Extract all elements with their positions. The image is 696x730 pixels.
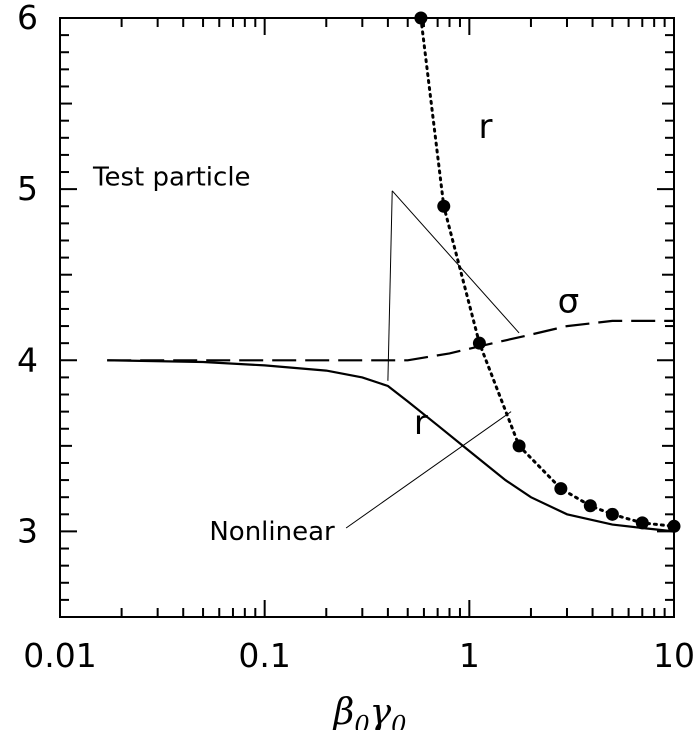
data-point xyxy=(667,519,681,533)
x-tick-label: 0.1 xyxy=(238,636,290,675)
axis-ticks xyxy=(59,17,675,618)
y-tick-label: 4 xyxy=(17,340,38,379)
series-test-particle-r xyxy=(419,16,676,528)
x-tick-label: 0.01 xyxy=(23,636,96,675)
y-tick-label: 5 xyxy=(17,169,38,208)
y-tick-label: 6 xyxy=(17,0,38,37)
curve-label: r xyxy=(479,107,493,147)
annotation-pointer xyxy=(345,411,512,529)
x-tick-label: 1 xyxy=(459,636,480,675)
x-tick-label: 10 xyxy=(653,636,695,675)
annotation-label: Nonlinear xyxy=(209,517,335,547)
x-axis-title: β0γ0 xyxy=(332,692,407,730)
curve-label: σ xyxy=(558,281,580,321)
annotation-pointer xyxy=(387,190,393,381)
data-point xyxy=(605,507,619,521)
data-point xyxy=(512,439,526,453)
tick-labels: 0.01 0.1 1 10 3 4 5 6 xyxy=(17,0,695,675)
data-point xyxy=(414,11,428,25)
annotations: r σ r Test particle Nonlinear xyxy=(92,107,579,547)
data-point xyxy=(583,499,597,513)
plot-area xyxy=(59,17,675,618)
series-group xyxy=(107,11,681,533)
annotation-pointer xyxy=(391,190,520,334)
curve-label: r xyxy=(414,403,428,443)
plot-frame xyxy=(59,17,675,618)
data-point xyxy=(437,199,451,213)
annotation-label: Test particle xyxy=(92,163,251,193)
y-tick-label: 3 xyxy=(17,511,38,550)
data-point xyxy=(554,482,568,496)
series-nonlinear-r xyxy=(107,359,675,533)
series-nonlinear-sigma xyxy=(107,319,674,362)
data-point xyxy=(635,516,649,530)
